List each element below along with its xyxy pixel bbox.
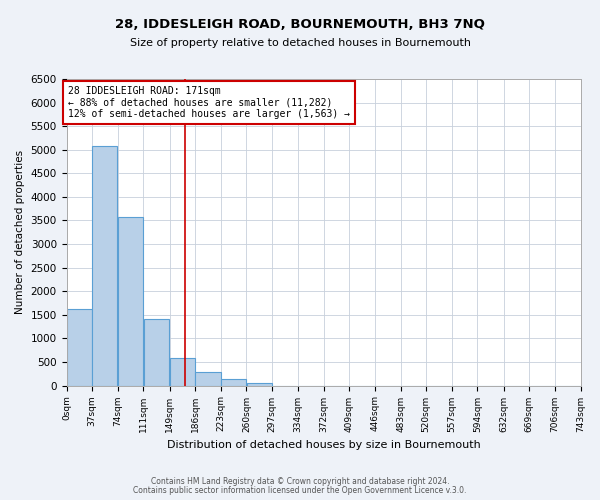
Text: Contains HM Land Registry data © Crown copyright and database right 2024.: Contains HM Land Registry data © Crown c…	[151, 477, 449, 486]
Bar	[92, 146, 118, 386]
Text: 28 IDDESLEIGH ROAD: 171sqm
← 88% of detached houses are smaller (11,282)
12% of : 28 IDDESLEIGH ROAD: 171sqm ← 88% of deta…	[68, 86, 350, 120]
Y-axis label: Number of detached properties: Number of detached properties	[15, 150, 25, 314]
Bar	[143, 318, 169, 386]
Bar	[196, 372, 221, 386]
X-axis label: Distribution of detached houses by size in Bournemouth: Distribution of detached houses by size …	[167, 440, 481, 450]
Bar	[67, 309, 92, 386]
Bar	[170, 358, 195, 386]
Bar	[221, 379, 246, 386]
Text: Size of property relative to detached houses in Bournemouth: Size of property relative to detached ho…	[130, 38, 470, 48]
Bar	[247, 382, 272, 386]
Bar	[118, 216, 143, 386]
Text: Contains public sector information licensed under the Open Government Licence v.: Contains public sector information licen…	[133, 486, 467, 495]
Text: 28, IDDESLEIGH ROAD, BOURNEMOUTH, BH3 7NQ: 28, IDDESLEIGH ROAD, BOURNEMOUTH, BH3 7N…	[115, 18, 485, 30]
